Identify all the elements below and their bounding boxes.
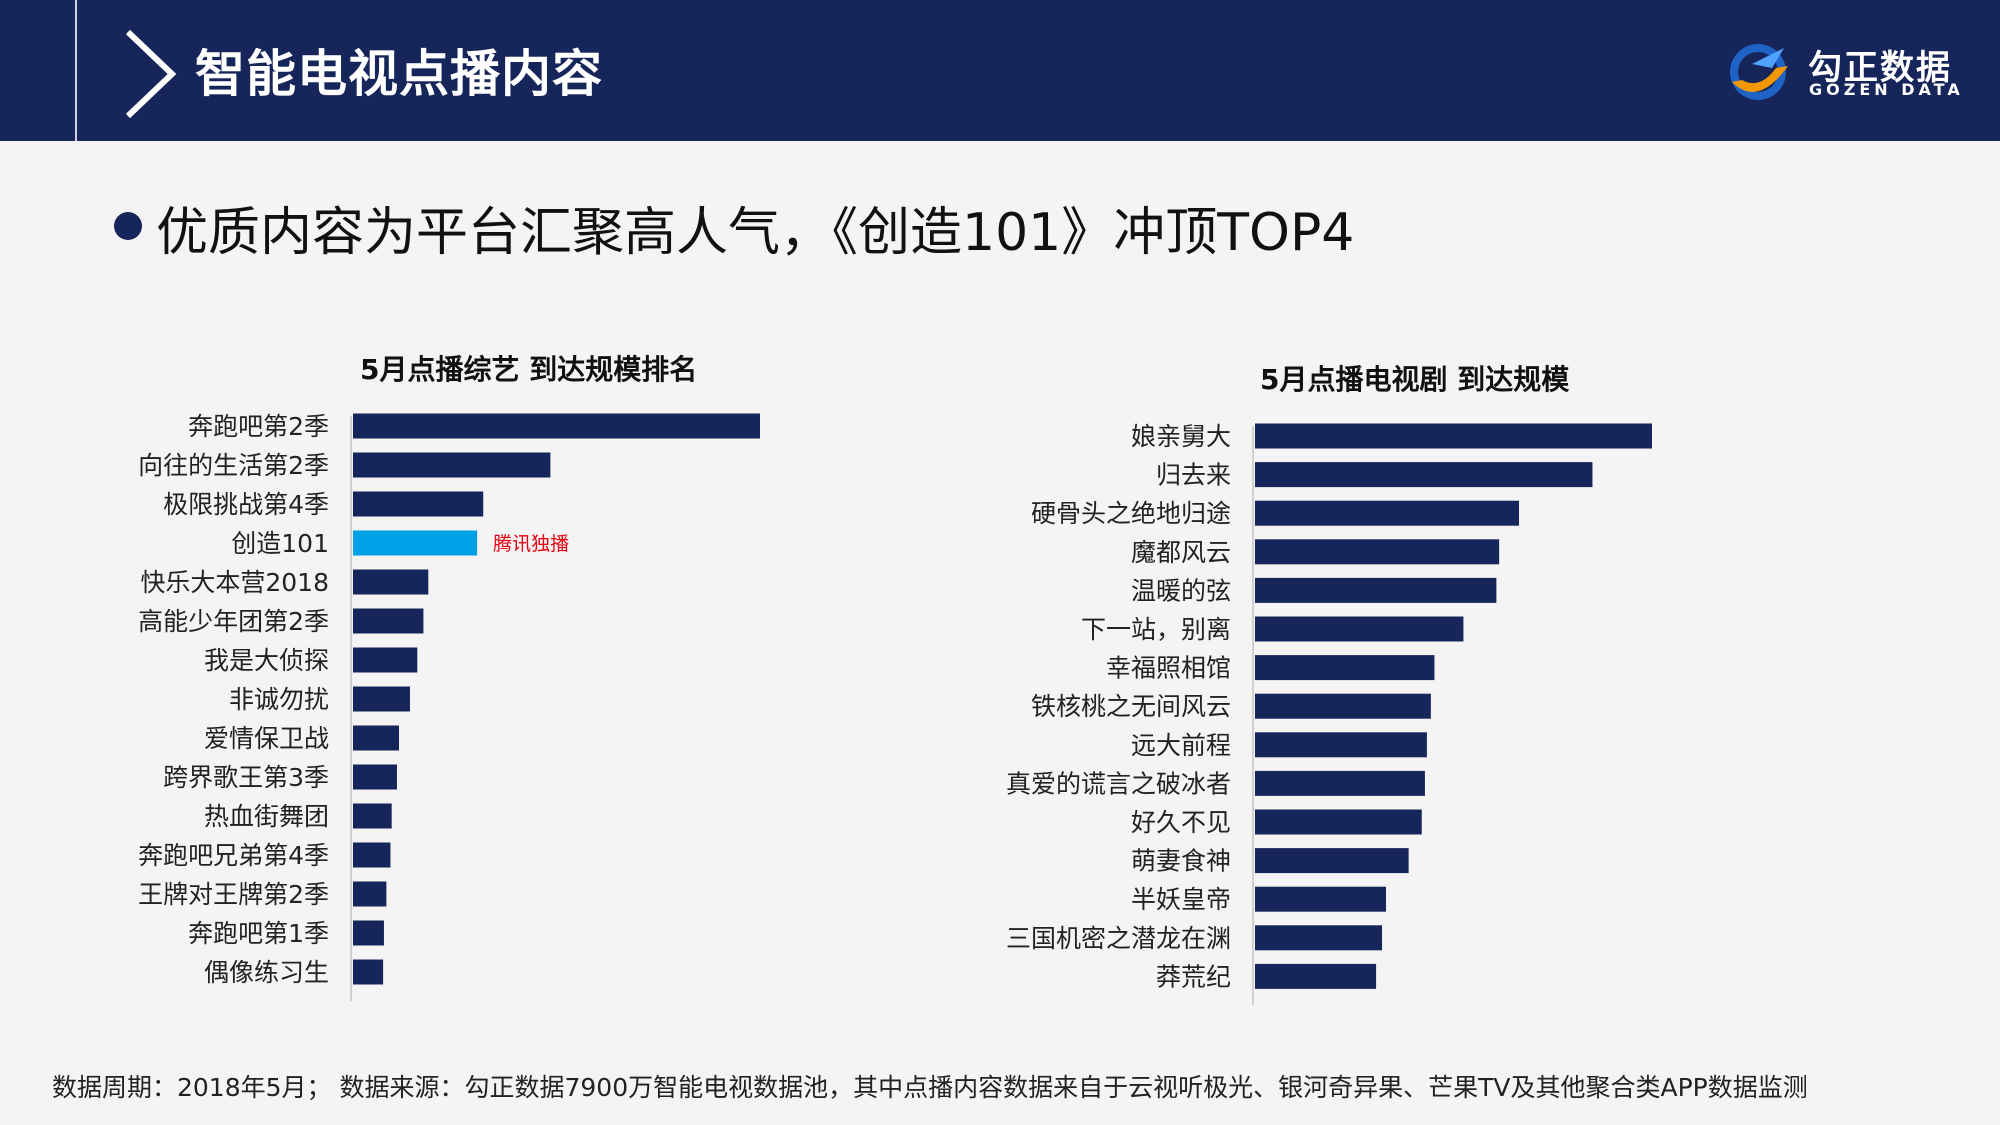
- drama-bar: [1255, 577, 1497, 603]
- variety-category-label: 极限挑战第4季: [163, 490, 329, 519]
- logo-swirl-icon: [1730, 44, 1788, 100]
- variety-bar: [353, 764, 397, 790]
- logo-name: 勾正数据: [1808, 48, 1952, 88]
- variety-bar: [353, 530, 478, 556]
- variety-bar: [353, 491, 484, 517]
- drama-category-label: 温暖的弦: [1131, 576, 1231, 605]
- page-title: 智能电视点播内容: [195, 45, 603, 103]
- drama-bar: [1255, 693, 1431, 719]
- variety-bar: [353, 569, 429, 595]
- variety-category-label: 高能少年团第2季: [138, 607, 329, 636]
- variety-category-label: 快乐大本营2018: [140, 568, 329, 597]
- drama-bar: [1255, 925, 1383, 951]
- variety-bar: [353, 413, 760, 439]
- drama-category-label: 莽荒纪: [1156, 962, 1231, 991]
- drama-bar: [1255, 616, 1464, 642]
- variety-category-label: 非诚勿扰: [229, 685, 329, 714]
- variety-bar: [353, 686, 410, 712]
- variety-category-label: 爱情保卫战: [204, 724, 329, 753]
- drama-bar: [1255, 655, 1435, 681]
- variety-category-label: 我是大侦探: [204, 646, 329, 675]
- drama-category-label: 萌妻食神: [1131, 847, 1231, 876]
- drama-category-label: 幸福照相馆: [1106, 654, 1231, 683]
- variety-bar: [353, 608, 424, 634]
- variety-bar: [353, 803, 392, 829]
- variety-category-label: 奔跑吧第2季: [188, 412, 329, 441]
- drama-bar: [1255, 539, 1500, 565]
- drama-category-label: 远大前程: [1131, 731, 1231, 760]
- drama-bar: [1255, 423, 1652, 449]
- drama-category-label: 半妖皇帝: [1131, 885, 1231, 914]
- drama-bar: [1255, 886, 1387, 912]
- drama-category-label: 真爱的谎言之破冰者: [1006, 769, 1231, 798]
- drama-category-label: 魔都风云: [1131, 538, 1231, 567]
- drama-category-label: 下一站，别离: [1081, 615, 1231, 644]
- variety-bar: [353, 959, 384, 985]
- variety-chart-title: 5月点播综艺 到达规模排名: [360, 353, 698, 386]
- variety-bar: [353, 725, 399, 751]
- drama-bar: [1255, 462, 1593, 488]
- header-bar: 智能电视点播内容 勾正数据 GOZEN DATA: [0, 0, 2000, 141]
- variety-bar: [353, 920, 384, 946]
- drama-bar: [1255, 848, 1409, 874]
- drama-category-label: 归去来: [1156, 461, 1231, 490]
- drama-bar: [1255, 732, 1427, 758]
- bullet-dot: [114, 212, 142, 240]
- variety-category-label: 王牌对王牌第2季: [138, 880, 329, 909]
- variety-bar: [353, 842, 391, 868]
- headline-text: 优质内容为平台汇聚高人气，《创造101》冲顶TOP4: [156, 203, 1355, 263]
- drama-category-label: 好久不见: [1131, 808, 1231, 837]
- variety-bar: [353, 452, 551, 478]
- variety-category-label: 跨界歌王第3季: [163, 763, 329, 792]
- header-divider: [75, 0, 77, 141]
- content-background: [0, 141, 2000, 1125]
- company-logo: 勾正数据 GOZEN DATA: [1722, 36, 1967, 106]
- variety-annotation: 腾讯独播: [493, 533, 569, 555]
- drama-bar: [1255, 770, 1425, 796]
- drama-bar: [1255, 963, 1377, 989]
- drama-chart-title: 5月点播电视剧 到达规模: [1260, 363, 1570, 396]
- variety-category-label: 热血街舞团: [204, 802, 329, 831]
- variety-category-label: 创造101: [231, 529, 329, 558]
- drama-category-label: 三国机密之潜龙在渊: [1006, 924, 1231, 953]
- drama-bar: [1255, 809, 1422, 835]
- variety-category-label: 奔跑吧第1季: [188, 919, 329, 948]
- variety-category-label: 向往的生活第2季: [138, 451, 329, 480]
- chevron-right-icon: [125, 29, 177, 119]
- drama-category-label: 铁核桃之无间风云: [1031, 692, 1231, 721]
- drama-category-label: 硬骨头之绝地归途: [1031, 499, 1231, 528]
- variety-category-label: 偶像练习生: [204, 958, 329, 987]
- variety-category-label: 奔跑吧兄弟第4季: [138, 841, 329, 870]
- variety-bar: [353, 881, 387, 907]
- drama-category-label: 娘亲舅大: [1131, 422, 1231, 451]
- variety-bar: [353, 647, 418, 673]
- drama-bar: [1255, 500, 1520, 526]
- footnote: 数据周期：2018年5月； 数据来源：勾正数据7900万智能电视数据池，其中点播…: [52, 1073, 1808, 1102]
- logo-subtitle: GOZEN DATA: [1809, 80, 1964, 99]
